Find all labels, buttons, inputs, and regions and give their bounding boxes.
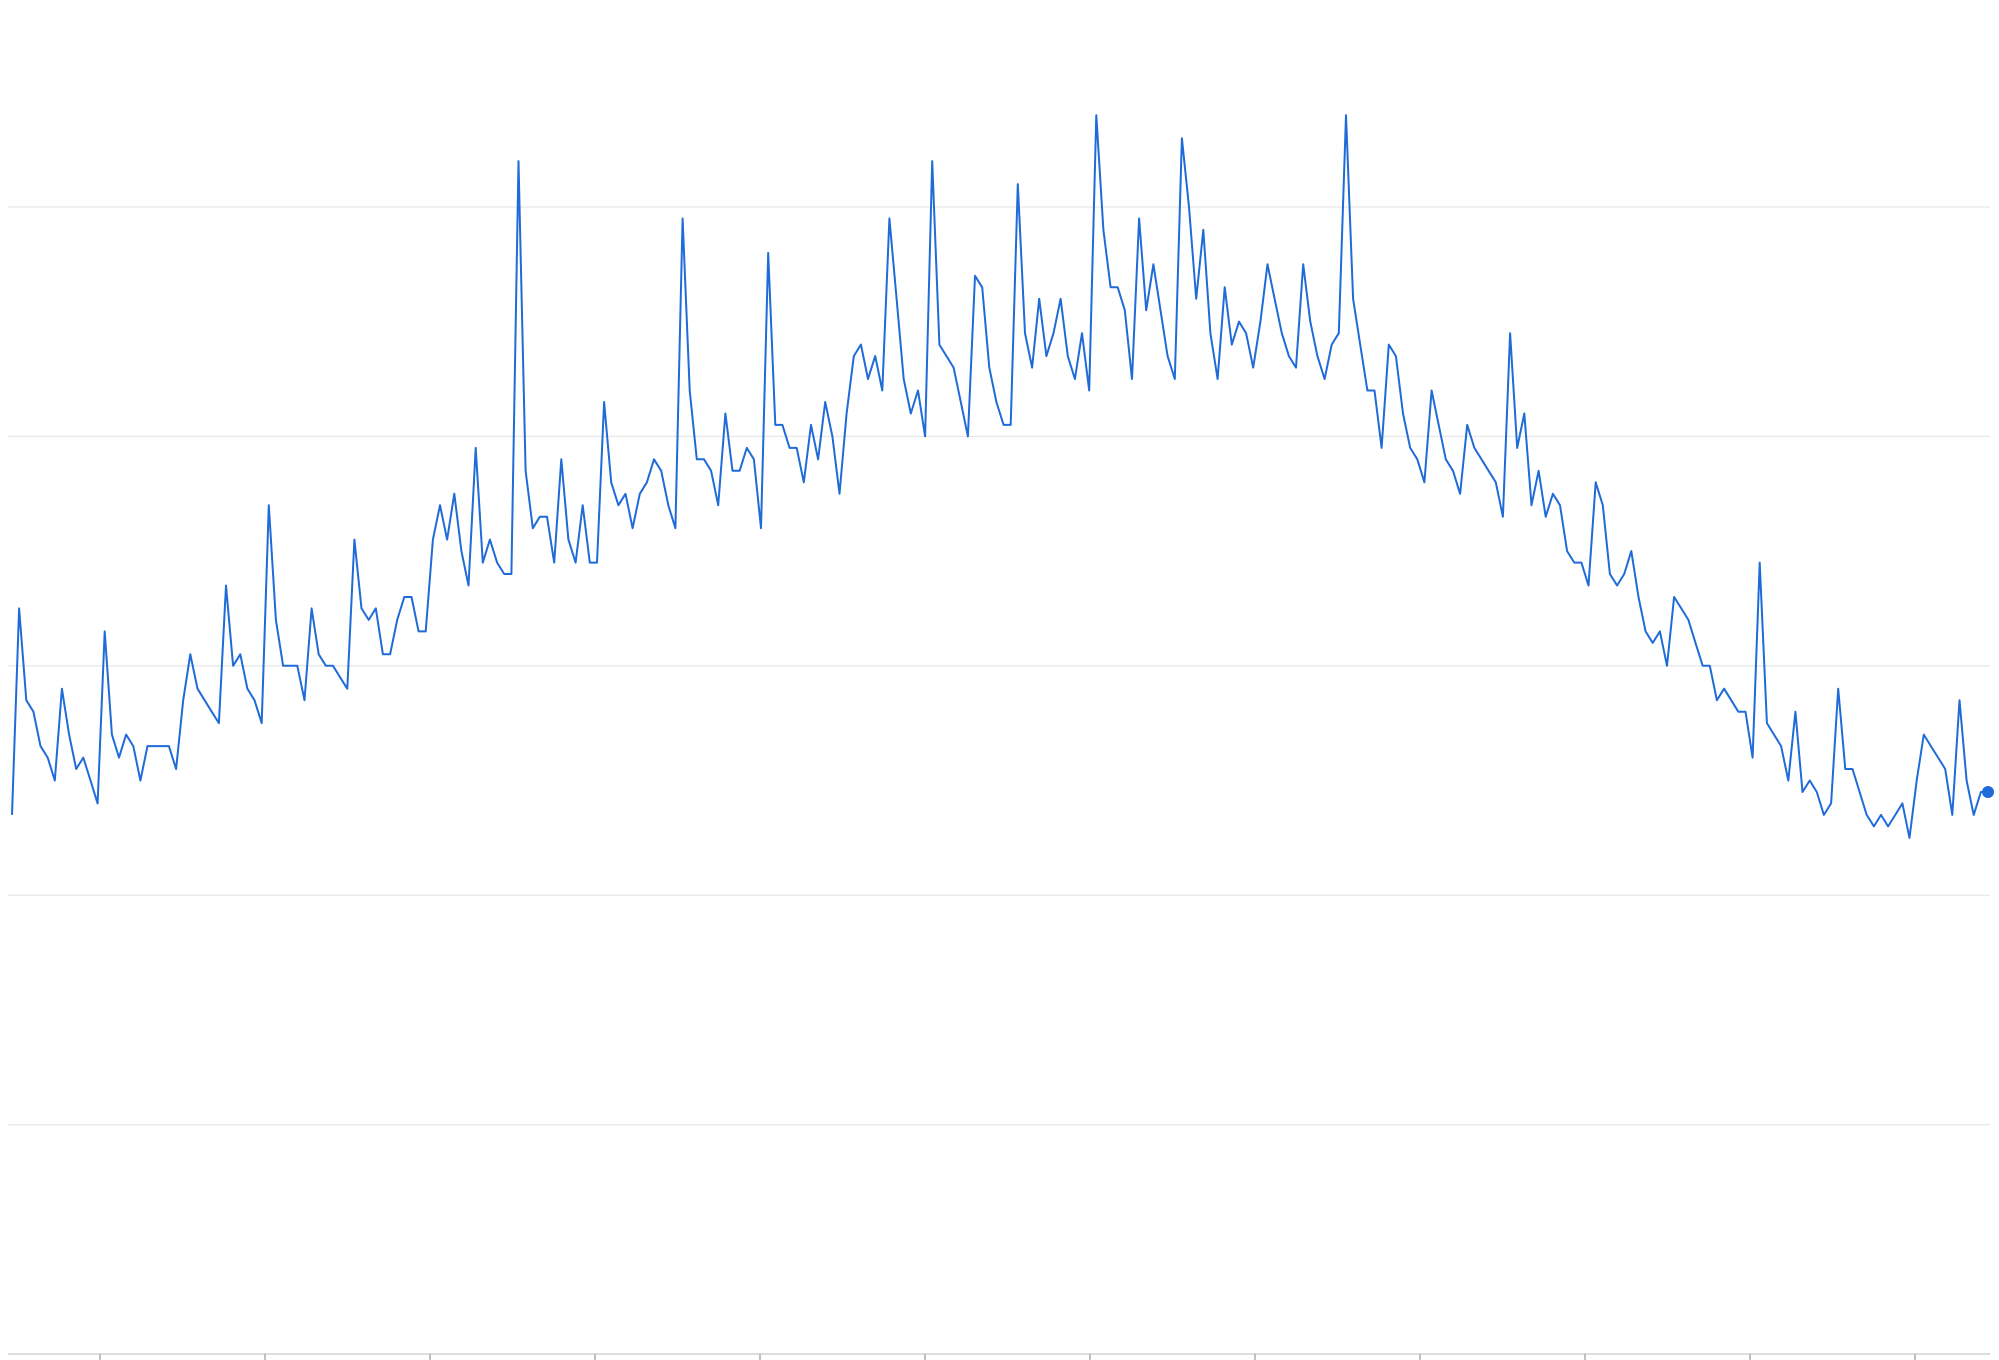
last-point-marker xyxy=(1982,785,1994,798)
series-group xyxy=(11,114,1994,839)
series-line xyxy=(11,114,1988,839)
gridlines xyxy=(8,206,1990,1355)
x-axis xyxy=(99,1354,1916,1360)
